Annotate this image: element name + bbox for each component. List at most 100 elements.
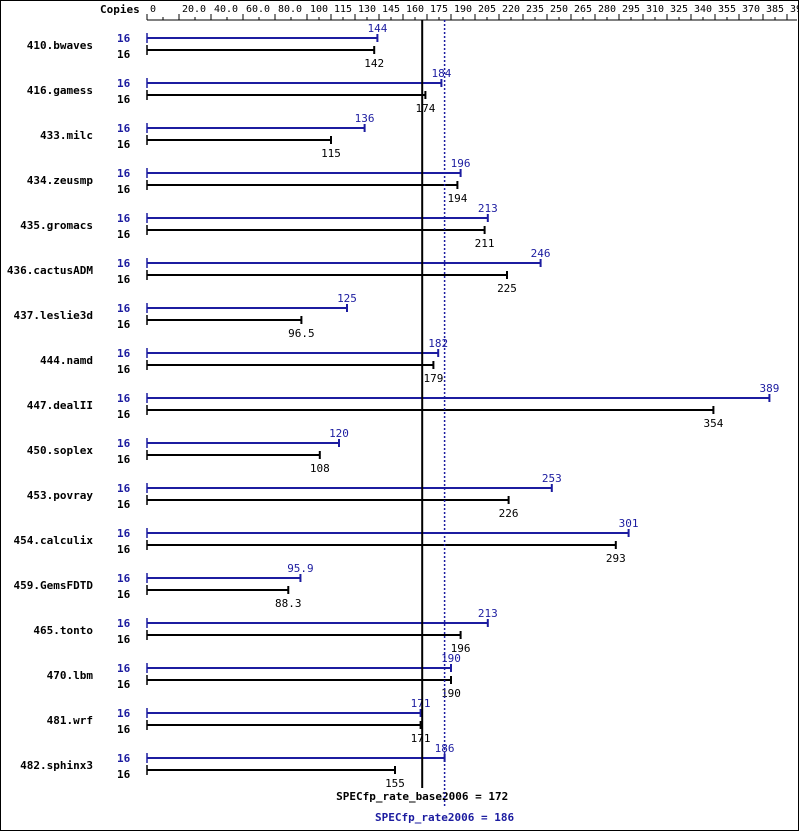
base-copies: 16: [117, 408, 131, 421]
benchmark-label: 447.dealII: [27, 399, 93, 412]
base-value-label: 171: [411, 732, 431, 745]
base-value-label: 142: [364, 57, 384, 70]
peak-copies: 16: [117, 752, 131, 765]
peak-value-label: 95.9: [287, 562, 314, 575]
top-axis: 0 20.0 40.0 60.0 80.0 100 115 130 145 160 175 190 20…: [146, 4, 799, 21]
peak-value-label: 184: [431, 67, 451, 80]
benchmark-label: 410.bwaves: [27, 39, 93, 52]
peak-value-label: 120: [329, 427, 349, 440]
benchmark-row: 433.milc 16 16 136 115: [40, 112, 375, 160]
peak-value-label: 136: [355, 112, 375, 125]
tick-label: 40.0: [214, 4, 238, 15]
benchmark-label: 444.namd: [40, 354, 93, 367]
tick-label: 280: [598, 4, 616, 15]
peak-copies: 16: [117, 572, 131, 585]
benchmark-row: 437.leslie3d 16 16 125 96.5: [14, 292, 357, 340]
tick-label: 310: [646, 4, 664, 15]
tick-label: 355: [718, 4, 736, 15]
base-value-label: 211: [475, 237, 495, 250]
base-copies: 16: [117, 543, 131, 556]
peak-value-label: 389: [759, 382, 779, 395]
tick-label: 145: [382, 4, 400, 15]
base-value-label: 190: [441, 687, 461, 700]
peak-value-label: 301: [619, 517, 639, 530]
benchmark-label: 416.gamess: [27, 84, 93, 97]
peak-copies: 16: [117, 617, 131, 630]
peak-value-label: 213: [478, 607, 498, 620]
tick-label: 340: [694, 4, 712, 15]
tick-label: 325: [670, 4, 688, 15]
peak-value-label: 246: [531, 247, 551, 260]
benchmark-label: 465.tonto: [33, 624, 93, 637]
benchmark-label: 470.lbm: [47, 669, 94, 682]
peak-copies: 16: [117, 122, 131, 135]
peak-copies: 16: [117, 212, 131, 225]
benchmark-row: 453.povray 16 16 253 226: [27, 472, 562, 520]
benchmark-rows: 410.bwaves 16 16 144 142 416.gamess 16 16 184 174…: [7, 22, 779, 790]
base-value-label: 155: [385, 777, 405, 790]
tick-label: 370: [742, 4, 760, 15]
benchmark-row: 444.namd 16 16 182 179: [40, 337, 448, 385]
base-copies: 16: [117, 183, 131, 196]
peak-value-label: 144: [367, 22, 387, 35]
tick-label: 100: [310, 4, 328, 15]
base-copies: 16: [117, 723, 131, 736]
tick-label: 175: [430, 4, 448, 15]
peak-copies: 16: [117, 32, 131, 45]
benchmark-label: 437.leslie3d: [14, 309, 93, 322]
tick-label: 80.0: [278, 4, 302, 15]
benchmark-row: 450.soplex 16 16 120 108: [27, 427, 349, 475]
benchmark-row: 435.gromacs 16 16 213 211: [20, 202, 498, 250]
benchmark-row: 436.cactusADM 16 16 246 225: [7, 247, 551, 295]
tick-label: 115: [334, 4, 352, 15]
base-value-label: 196: [451, 642, 471, 655]
base-copies: 16: [117, 678, 131, 691]
tick-label: 395: [790, 4, 799, 15]
benchmark-row: 454.calculix 16 16 301 293: [14, 517, 639, 565]
tick-label: 190: [454, 4, 472, 15]
benchmark-label: 434.zeusmp: [27, 174, 94, 187]
peak-copies: 16: [117, 392, 131, 405]
base-copies: 16: [117, 318, 131, 331]
peak-copies: 16: [117, 707, 131, 720]
base-value-label: 226: [499, 507, 519, 520]
base-copies: 16: [117, 273, 131, 286]
base-copies: 16: [117, 588, 131, 601]
tick-label: 160: [406, 4, 424, 15]
tick-label: 0: [150, 4, 156, 15]
tick-label: 220: [502, 4, 520, 15]
base-value-label: 179: [423, 372, 443, 385]
peak-value-label: 253: [542, 472, 562, 485]
benchmark-row: 434.zeusmp 16 16 196 194: [27, 157, 471, 205]
benchmark-row: 447.dealII 16 16 389 354: [27, 382, 780, 430]
base-value-label: 293: [606, 552, 626, 565]
benchmark-label: 481.wrf: [47, 714, 93, 727]
peak-copies: 16: [117, 437, 131, 450]
base-copies: 16: [117, 138, 131, 151]
peak-copies: 16: [117, 662, 131, 675]
tick-label: 60.0: [246, 4, 270, 15]
peak-value-label: 196: [451, 157, 471, 170]
base-copies: 16: [117, 633, 131, 646]
base-copies: 16: [117, 93, 131, 106]
peak-copies: 16: [117, 167, 131, 180]
peak-copies: 16: [117, 527, 131, 540]
benchmark-row: 470.lbm 16 16 190 190: [47, 652, 461, 700]
base-copies: 16: [117, 48, 131, 61]
benchmark-row: 465.tonto 16 16 213 196: [33, 607, 497, 655]
base-value-label: 108: [310, 462, 330, 475]
benchmark-label: 453.povray: [27, 489, 94, 502]
tick-label: 385: [766, 4, 784, 15]
base-copies: 16: [117, 453, 131, 466]
tick-label: 295: [622, 4, 640, 15]
tick-label: 250: [550, 4, 568, 15]
base-reference-label: SPECfp_rate_base2006 = 172: [336, 790, 508, 803]
benchmark-label: 459.GemsFDTD: [14, 579, 94, 592]
tick-label: 265: [574, 4, 592, 15]
peak-reference-label: SPECfp_rate2006 = 186: [375, 811, 514, 824]
benchmark-label: 436.cactusADM: [7, 264, 93, 277]
base-value-label: 354: [703, 417, 723, 430]
peak-copies: 16: [117, 482, 131, 495]
